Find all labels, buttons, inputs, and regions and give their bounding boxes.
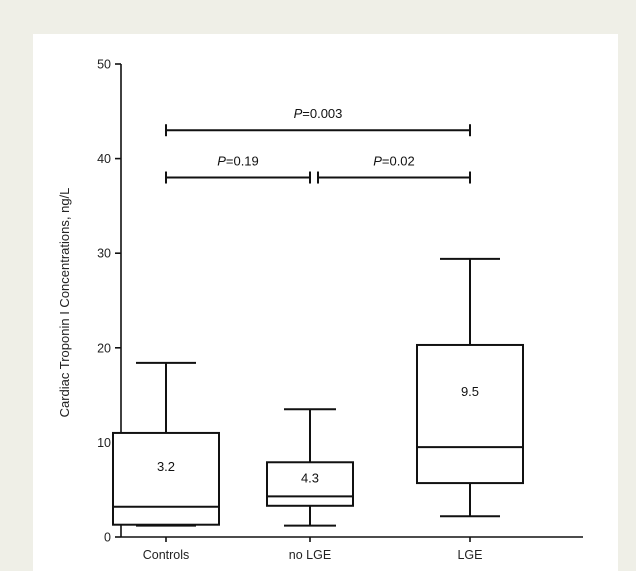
chart-panel: 0 10 20 30 40 50 Controls no LGE LGE Cardiac Trop… bbox=[33, 34, 618, 571]
y-tick-label: 20 bbox=[97, 341, 111, 355]
box bbox=[112, 431, 220, 526]
x-tick-label: Controls bbox=[143, 548, 190, 562]
box bbox=[416, 343, 524, 485]
x-tick-label: no LGE bbox=[289, 548, 331, 562]
p-value-label: P=0.19 bbox=[217, 154, 259, 169]
y-tick-label: 40 bbox=[97, 152, 111, 166]
p-value-label: P=0.003 bbox=[294, 106, 343, 121]
y-tick-label: 10 bbox=[97, 436, 111, 450]
box bbox=[266, 461, 354, 507]
y-tick-label: 50 bbox=[97, 58, 111, 72]
median-label: 4.3 bbox=[301, 471, 319, 486]
box-plot-chart: 0 10 20 30 40 50 Controls no LGE LGE Cardiac Trop… bbox=[57, 58, 583, 562]
x-tick-label: LGE bbox=[457, 548, 482, 562]
y-tick-label: 0 bbox=[104, 531, 111, 545]
y-axis-label: Cardiac Troponin I Concentrations, ng/L bbox=[57, 188, 72, 418]
median-label: 3.2 bbox=[157, 459, 175, 474]
p-value-label: P=0.02 bbox=[373, 154, 415, 169]
y-tick-label: 30 bbox=[97, 247, 111, 261]
median-label: 9.5 bbox=[461, 384, 479, 399]
